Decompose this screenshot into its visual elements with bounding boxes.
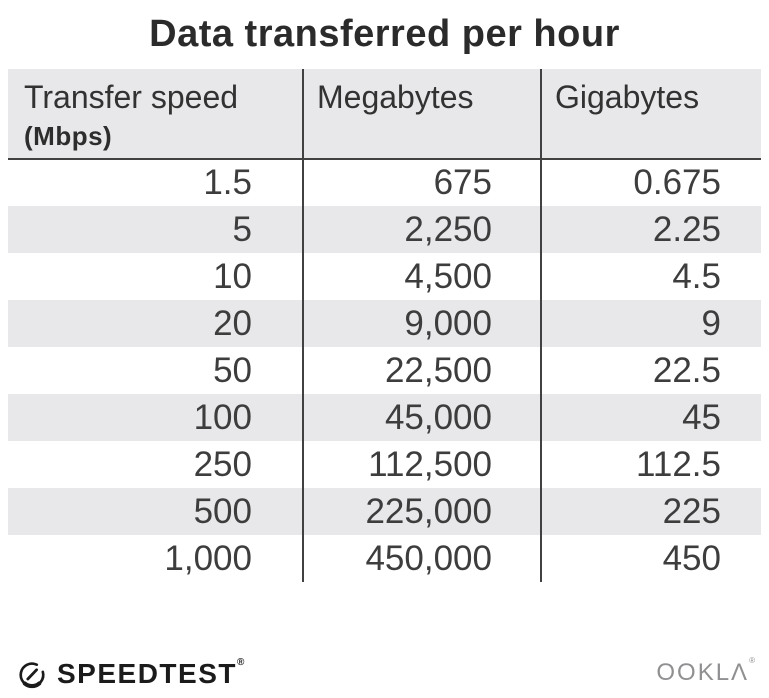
table-row: 50 22,500 22.5: [8, 347, 761, 394]
table-cell: 2,250: [302, 206, 541, 253]
table-row: 20 9,000 9: [8, 300, 761, 347]
table-cell: 112,500: [302, 441, 541, 488]
speedtest-wordmark-text: SPEEDTEST: [57, 658, 237, 689]
table-cell: 1,000: [164, 538, 252, 578]
speedtest-gauge-icon: [19, 662, 45, 689]
table-cell: 4,500: [302, 253, 541, 300]
table-cell: 250: [193, 444, 252, 484]
table-row: 250 112,500 112.5: [8, 441, 761, 488]
table-row: 500 225,000 225: [8, 488, 761, 535]
header-gigabytes-label: Gigabytes: [555, 79, 700, 115]
header-megabytes: Megabytes: [302, 69, 541, 159]
speedtest-registered-mark: ®: [236, 657, 245, 668]
speedtest-wordmark: SPEEDTEST®: [57, 657, 245, 689]
table-cell: 45,000: [302, 394, 541, 441]
header-transfer-speed-label: Transfer speed: [24, 79, 239, 115]
ookla-registered-mark: ®: [749, 656, 755, 665]
table-cell: 450,000: [302, 535, 541, 582]
speedtest-logo: SPEEDTEST®: [17, 657, 245, 689]
table-cell: 4.5: [540, 253, 761, 300]
header-row: Transfer speed (Mbps) Megabytes Gigabyte…: [8, 69, 761, 159]
table-cell: 9,000: [302, 300, 541, 347]
table-cell: 100: [193, 397, 252, 437]
table-cell: 1.5: [203, 163, 252, 202]
table-cell: 225,000: [302, 488, 541, 535]
table-cell: 450: [540, 535, 761, 582]
table-cell: 675: [302, 159, 541, 206]
table-cell: 10: [213, 256, 252, 296]
table-row: 1,000 450,000 450: [8, 535, 761, 582]
header-transfer-speed-unit: (Mbps): [24, 121, 113, 151]
data-table: Transfer speed (Mbps) Megabytes Gigabyte…: [8, 69, 761, 582]
header-megabytes-label: Megabytes: [317, 79, 474, 115]
table-cell: 9: [540, 300, 761, 347]
page-title: Data transferred per hour: [149, 13, 620, 55]
table-cell: 500: [193, 491, 252, 531]
table-row: 1.5 675 0.675: [8, 159, 761, 206]
table-cell: 5: [232, 209, 252, 249]
table-cell: 45: [540, 394, 761, 441]
table-cell: 0.675: [540, 159, 761, 206]
table-cell: 20: [213, 303, 252, 343]
ookla-wordmark-text: OOKLΛ: [656, 659, 750, 686]
table-cell: 22.5: [540, 347, 761, 394]
header-gigabytes: Gigabytes: [540, 69, 761, 159]
table-cell: 22,500: [302, 347, 541, 394]
table-body: 1.5 675 0.675 5 2,250 2.25 10 4,500 4.5 20 9,000 9 5…: [8, 159, 761, 582]
table-row: 100 45,000 45: [8, 394, 761, 441]
table-row: 10 4,500 4.5: [8, 253, 761, 300]
table-cell: 112.5: [540, 441, 761, 488]
table-cell: 225: [540, 488, 761, 535]
table-cell: 50: [213, 350, 252, 390]
table-cell: 2.25: [540, 206, 761, 253]
ookla-logo: OOKLΛ®: [656, 657, 755, 686]
table-header: Transfer speed (Mbps) Megabytes Gigabyte…: [8, 69, 761, 159]
header-transfer-speed: Transfer speed (Mbps): [8, 69, 303, 159]
table-row: 5 2,250 2.25: [8, 206, 761, 253]
